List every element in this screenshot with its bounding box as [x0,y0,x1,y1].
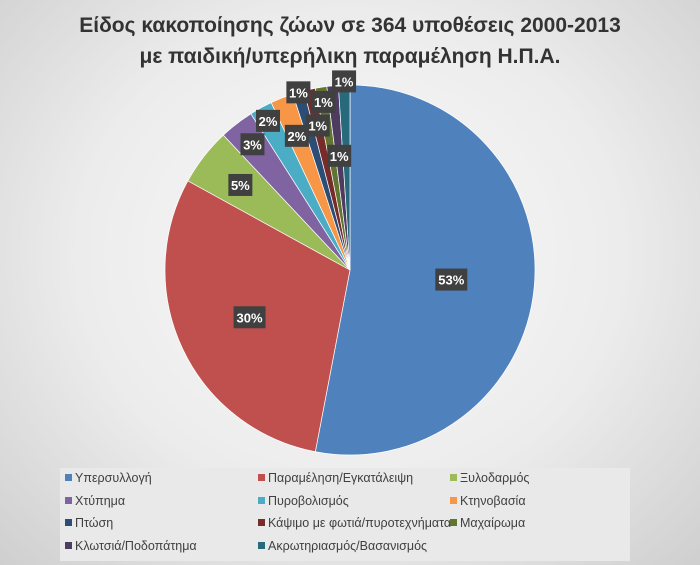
legend-label: Κτηνοβασία [460,494,526,508]
legend-item: Πτώση [65,516,113,530]
legend-label: Χτύπημα [75,494,126,508]
data-label: 1% [332,70,357,93]
legend-label: Παραμέληση/Εγκατάλειψη [268,471,414,485]
legend-item: Κτηνοβασία [450,494,526,508]
svg-text:3%: 3% [243,137,262,152]
legend-item: Παραμέληση/Εγκατάλειψη [258,471,413,485]
chart-title-line-2: με παιδική/υπερήλικη παραμέληση Η.Π.Α. [139,45,561,68]
legend-item: Χτύπημα [65,494,125,508]
svg-text:1%: 1% [308,119,327,134]
data-label: 1% [327,144,352,167]
legend-swatch [450,474,457,481]
legend-swatch [65,542,72,549]
legend-label: Πυροβολισμός [268,494,349,508]
legend-swatch [450,497,457,504]
svg-text:1%: 1% [314,95,333,110]
legend-label: Πτώση [75,516,114,530]
data-label: 1% [286,81,311,104]
legend: Υπερσυλλογή Παραμέληση/Εγκατάλειψη Ξυλοδαρ… [60,468,630,561]
data-label: 5% [228,173,253,196]
legend-item: Πυροβολισμός [258,494,349,508]
data-label: 2% [256,109,281,132]
svg-text:1%: 1% [335,74,354,89]
legend-label: Υπερσυλλογή [75,471,152,485]
legend-item: Κλωτσιά/Ποδοπάτημα [65,539,197,553]
legend-swatch [65,519,72,526]
legend-label: Ξυλοδαρμός [460,471,530,485]
legend-item: Ξυλοδαρμός [450,471,529,485]
svg-text:2%: 2% [259,114,278,129]
data-label: 2% [284,124,309,147]
svg-text:1%: 1% [289,85,308,100]
data-label: 53% [435,268,468,291]
legend-swatch [258,542,265,549]
data-label: 1% [305,114,330,137]
data-label: 30% [233,306,266,329]
legend-swatch [450,519,457,526]
legend-swatch [258,474,265,481]
chart-title: Είδος κακοποίησης ζώων σε 364 υποθέσεις … [0,10,700,72]
legend-label: Κάψιμο με φωτιά/πυροτεχνήματα [268,516,452,530]
legend-item: Μαχαίρωμα [450,516,525,530]
legend-swatch [258,497,265,504]
legend-label: Κλωτσιά/Ποδοπάτημα [75,539,197,553]
data-label: 3% [240,133,265,156]
legend-item: Υπερσυλλογή [65,471,152,485]
svg-text:5%: 5% [231,178,250,193]
chart-title-line-1: Είδος κακοποίησης ζώων σε 364 υποθέσεις … [79,14,621,37]
pie-slice [314,84,536,456]
data-label: 1% [311,90,336,113]
legend-label: Ακρωτηριασμός/Βασανισμός [268,539,428,553]
legend-item: Ακρωτηριασμός/Βασανισμός [258,539,427,553]
svg-text:1%: 1% [330,149,349,164]
legend-label: Μαχαίρωμα [460,516,526,530]
legend-swatch [65,497,72,504]
svg-text:53%: 53% [438,273,464,288]
pie-chart: 53%30%5%3%2%2%1%1%1%1%1% [164,70,536,456]
svg-text:30%: 30% [237,310,263,325]
legend-swatch [65,474,72,481]
legend-item: Κάψιμο με φωτιά/πυροτεχνήματα [258,516,451,530]
svg-text:2%: 2% [287,129,306,144]
legend-swatch [258,519,265,526]
